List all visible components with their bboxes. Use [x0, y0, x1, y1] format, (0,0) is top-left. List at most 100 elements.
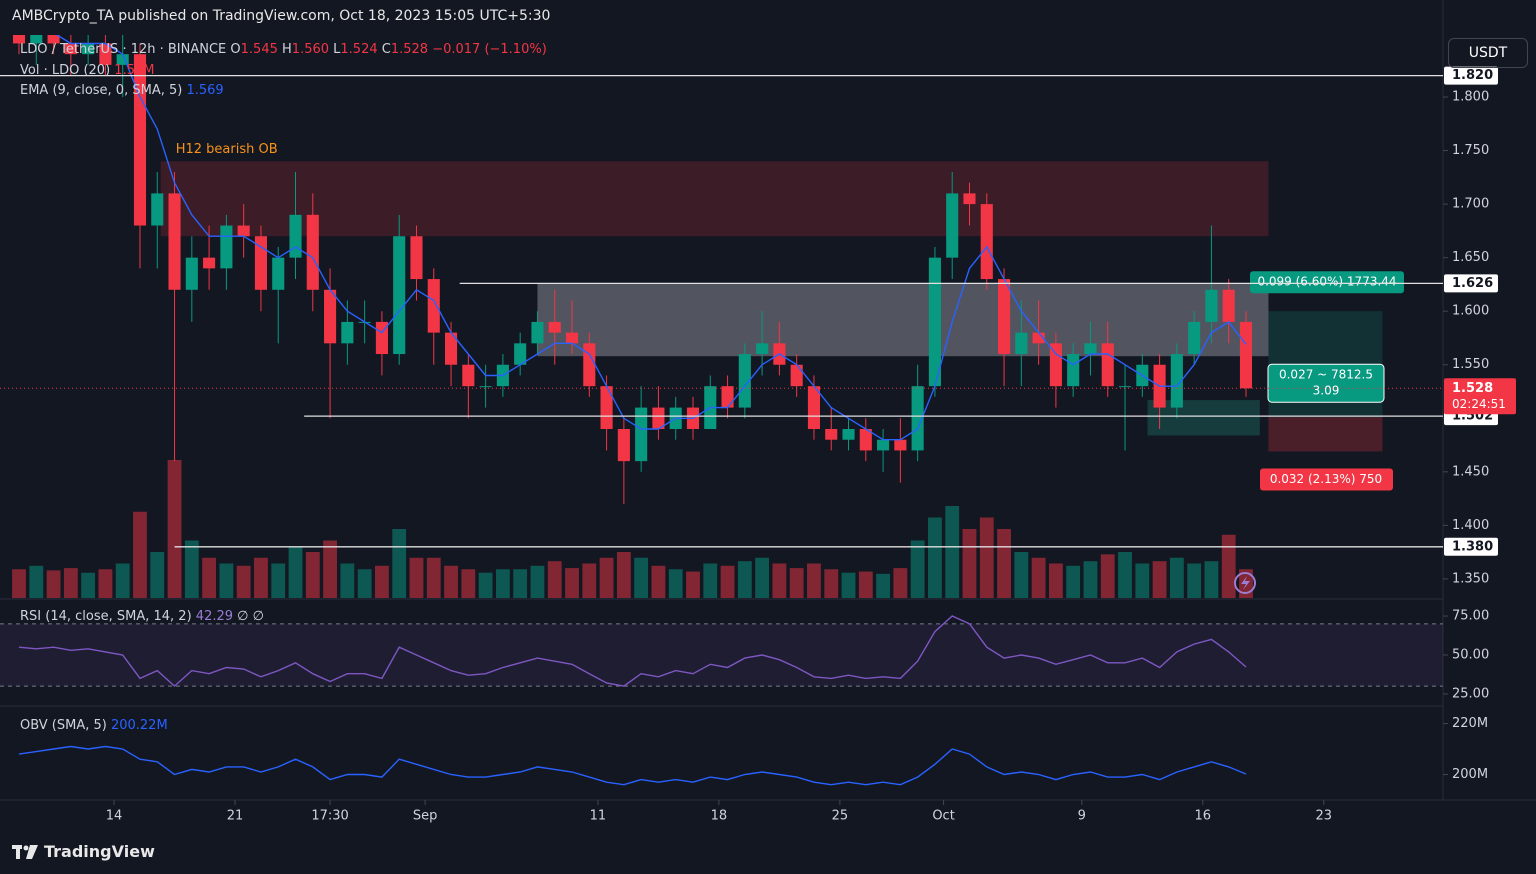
alert-icon[interactable] [1234, 572, 1256, 594]
ohlc-label: O [230, 42, 241, 57]
level-label-box [1444, 537, 1498, 556]
volume-bar [893, 568, 908, 598]
candle-body [393, 236, 406, 355]
candle-body [652, 407, 665, 430]
ema-legend: EMA (9, close, 0, SMA, 5) 1.569 [20, 83, 224, 98]
volume-bar [928, 517, 942, 598]
price-pane [12, 35, 1383, 598]
volume-bar [167, 460, 182, 598]
volume-bar [824, 569, 839, 598]
volume-bar [444, 565, 458, 598]
candle-body [185, 257, 198, 290]
ema-title: EMA (9, close, 0, SMA, 5) [20, 83, 183, 98]
candle-body [99, 43, 112, 65]
volume-bar [582, 563, 597, 598]
rsi-extra: ∅ ∅ [237, 609, 264, 624]
y-tick-label: 1.400 [1452, 518, 1489, 533]
volume-bar [651, 565, 666, 598]
candle-body [635, 407, 648, 462]
candle-body [963, 193, 976, 205]
footer-logo: TradingView [12, 842, 155, 861]
volume-bar [63, 568, 78, 598]
stop-zone [1268, 417, 1383, 452]
volume-bar [1100, 554, 1115, 598]
symbol-legend: LDO / TetherUS · 12h · BINANCE O1.545 H1… [20, 42, 547, 57]
candle-body [877, 439, 890, 451]
candle-body [859, 429, 872, 451]
candle-body [531, 321, 544, 344]
candle-body [946, 193, 959, 258]
x-tick-label: 18 [711, 809, 728, 824]
volume-bar [720, 565, 735, 598]
candle-body [30, 35, 43, 44]
ohlc-value: 1.545 [240, 42, 278, 57]
x-tick-label: 17:30 [311, 809, 348, 824]
volume-bar [46, 570, 61, 598]
volume-bar [513, 569, 528, 598]
volume-bar [98, 569, 113, 598]
obv-line [18, 745, 1247, 786]
rsi-band [0, 623, 1443, 687]
candle-body [1188, 321, 1201, 355]
stop-label-box [1260, 468, 1393, 491]
candle-body [168, 193, 181, 290]
volume-bar [1169, 557, 1184, 598]
obv-title: OBV (SMA, 5) [20, 718, 107, 733]
level-label: 1.626 [1452, 276, 1493, 291]
rsi-tick-label: 50.00 [1452, 647, 1489, 662]
candle-body [410, 236, 423, 280]
candle-body [272, 257, 285, 290]
zone [1147, 400, 1260, 436]
volume-bar [945, 506, 960, 598]
volume-bar [910, 540, 925, 598]
candle-body [1067, 354, 1080, 387]
volume-bar [1066, 565, 1081, 598]
candle-body [721, 386, 734, 408]
logo-text: TradingView [44, 842, 155, 861]
candle-body [479, 386, 492, 388]
rsi-tick-label: 25.00 [1452, 686, 1489, 701]
volume-bar [841, 572, 856, 598]
candle-body [203, 257, 216, 269]
volume-bar [737, 561, 752, 598]
candle-body [1015, 332, 1028, 355]
candle-body [565, 332, 579, 344]
volume-bar [979, 517, 994, 598]
volume-bar [1152, 561, 1167, 598]
y-tick-label: 1.350 [1452, 571, 1489, 586]
candle-body [911, 386, 924, 451]
volume-bar [392, 529, 407, 598]
volume-bar [202, 557, 217, 598]
candle-body [82, 43, 95, 55]
candle-body [998, 279, 1011, 355]
obv-legend: OBV (SMA, 5) 200.22M [20, 718, 168, 733]
candle-body [1118, 386, 1132, 388]
zone-label: H12 bearish OB [176, 142, 278, 157]
last-price-box [1444, 378, 1516, 415]
candle-body [306, 214, 319, 290]
ohlc-value: 1.524 [340, 42, 378, 57]
candle-body [462, 364, 475, 387]
volume-bar [668, 569, 683, 598]
volume-bar [254, 557, 268, 598]
volume-bar [807, 563, 821, 598]
volume-bar [133, 511, 147, 598]
candle-body [600, 386, 613, 430]
volume-bar [789, 568, 804, 598]
candle-body [1101, 343, 1114, 387]
currency-button[interactable]: USDT [1448, 38, 1528, 68]
volume-bar [1204, 561, 1219, 598]
candle-body [1239, 321, 1253, 389]
x-tick-label: 14 [106, 809, 123, 824]
candle-body [133, 54, 147, 226]
volume-value: 1.59M [114, 63, 155, 78]
volume-bar [858, 571, 873, 598]
volume-bar [12, 569, 26, 598]
level-label: 1.820 [1452, 68, 1493, 83]
volume-bar [305, 552, 320, 598]
y-tick-label: 1.600 [1452, 304, 1489, 319]
candle-body [341, 321, 354, 344]
candle-body [894, 439, 907, 451]
volume-bar [426, 557, 441, 598]
